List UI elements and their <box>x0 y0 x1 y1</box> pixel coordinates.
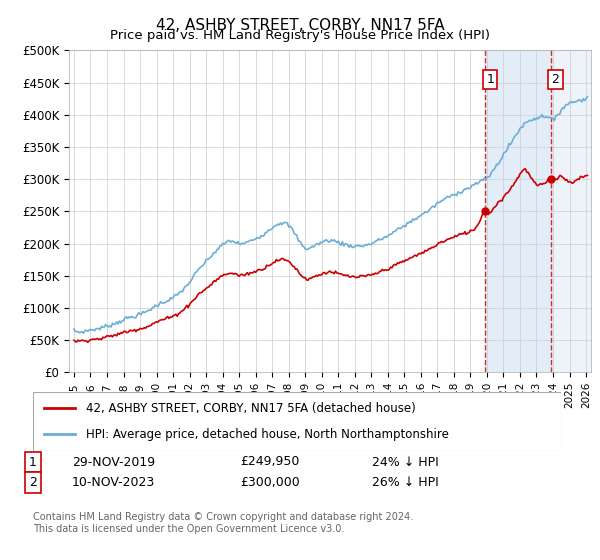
Text: 26% ↓ HPI: 26% ↓ HPI <box>372 476 439 489</box>
Text: 1: 1 <box>29 455 37 469</box>
Text: 2: 2 <box>551 73 559 86</box>
Text: 1: 1 <box>486 73 494 86</box>
Bar <box>551 50 591 372</box>
Text: 29-NOV-2019: 29-NOV-2019 <box>72 455 155 469</box>
Text: HPI: Average price, detached house, North Northamptonshire: HPI: Average price, detached house, Nort… <box>86 428 449 441</box>
Text: 24% ↓ HPI: 24% ↓ HPI <box>372 455 439 469</box>
Text: 10-NOV-2023: 10-NOV-2023 <box>72 476 155 489</box>
Text: Price paid vs. HM Land Registry's House Price Index (HPI): Price paid vs. HM Land Registry's House … <box>110 29 490 42</box>
Text: £249,950: £249,950 <box>240 455 299 469</box>
Text: Contains HM Land Registry data © Crown copyright and database right 2024.
This d: Contains HM Land Registry data © Crown c… <box>33 512 413 534</box>
Text: 2: 2 <box>29 476 37 489</box>
Text: £300,000: £300,000 <box>240 476 300 489</box>
Text: 42, ASHBY STREET, CORBY, NN17 5FA: 42, ASHBY STREET, CORBY, NN17 5FA <box>155 18 445 33</box>
Bar <box>485 50 551 372</box>
Text: 42, ASHBY STREET, CORBY, NN17 5FA (detached house): 42, ASHBY STREET, CORBY, NN17 5FA (detac… <box>86 402 416 415</box>
